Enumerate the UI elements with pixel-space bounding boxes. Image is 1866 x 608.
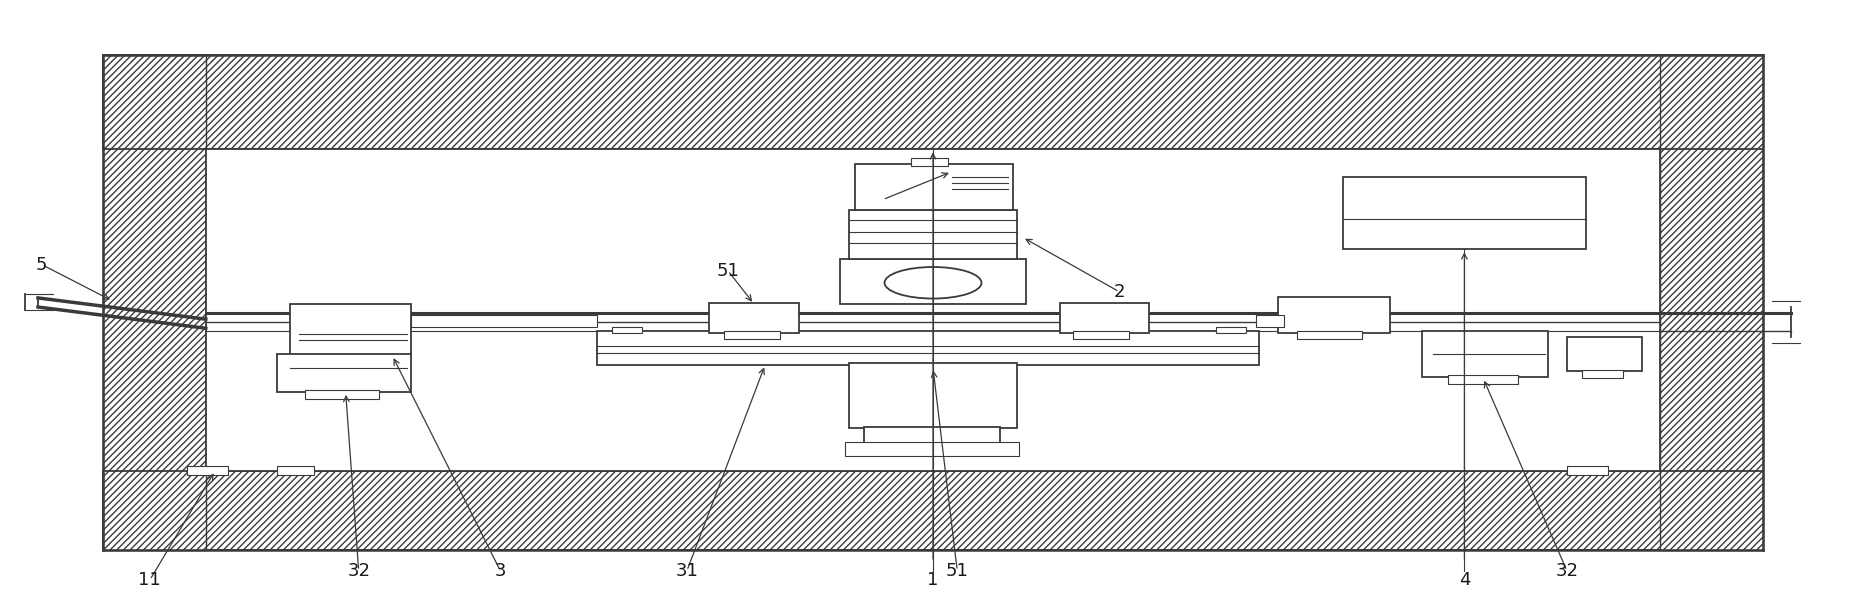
Text: 11: 11 — [138, 571, 160, 589]
Bar — [1278, 297, 1390, 333]
Bar — [840, 258, 1026, 304]
Bar — [1344, 176, 1586, 249]
Text: 4: 4 — [1459, 571, 1470, 589]
Text: 2: 2 — [1114, 283, 1125, 301]
Bar — [849, 210, 1017, 258]
Bar — [276, 466, 313, 475]
Bar — [411, 315, 597, 327]
Bar — [1567, 337, 1642, 371]
Bar — [1448, 375, 1519, 384]
Bar — [1422, 331, 1549, 377]
Bar — [304, 390, 379, 399]
Bar — [1060, 303, 1149, 333]
Text: 1: 1 — [927, 571, 939, 589]
Bar — [1217, 327, 1246, 333]
Text: 51: 51 — [717, 261, 739, 280]
Bar — [1661, 55, 1763, 550]
Bar — [103, 55, 205, 550]
Bar — [308, 354, 373, 365]
Bar — [845, 442, 1019, 455]
Bar — [1582, 370, 1623, 378]
Bar — [1073, 331, 1129, 339]
Bar — [1256, 315, 1284, 327]
Bar — [187, 466, 228, 475]
Bar — [855, 165, 1013, 210]
Bar — [849, 363, 1017, 429]
Text: 31: 31 — [675, 562, 698, 580]
Bar — [205, 150, 1661, 471]
Bar — [709, 303, 799, 333]
Text: 32: 32 — [347, 562, 369, 580]
Bar — [597, 331, 1260, 365]
Bar — [289, 304, 411, 356]
Text: 5: 5 — [35, 255, 47, 274]
Bar — [864, 427, 1000, 443]
Bar — [724, 331, 780, 339]
Text: 32: 32 — [1556, 562, 1579, 580]
Bar — [103, 55, 1763, 150]
Bar — [276, 354, 411, 392]
Bar — [1567, 466, 1608, 475]
Bar — [911, 159, 948, 166]
Bar — [612, 327, 642, 333]
Bar — [103, 471, 1763, 550]
Bar — [1297, 331, 1362, 339]
Text: 3: 3 — [494, 562, 506, 580]
Text: 51: 51 — [946, 562, 968, 580]
